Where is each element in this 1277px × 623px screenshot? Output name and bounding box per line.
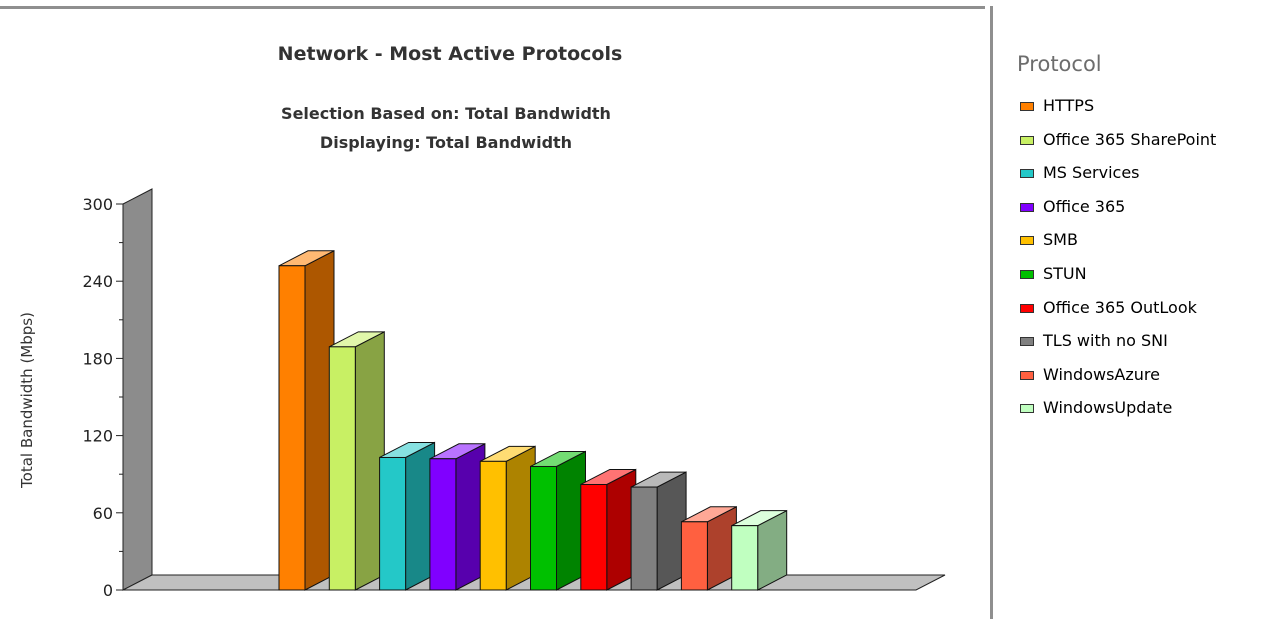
bar-0: [278, 249, 335, 591]
legend-swatch: [1020, 169, 1034, 179]
bar-front: [379, 456, 407, 591]
legend-label: Office 365 OutLook: [1043, 297, 1197, 317]
y-axis-label: Total Bandwidth (Mbps): [18, 312, 36, 489]
legend-label: SMB: [1043, 230, 1078, 250]
y-tick-label: 180: [82, 349, 113, 368]
legend-label: Office 365 SharePoint: [1043, 129, 1217, 149]
legend-label: Office 365: [1043, 196, 1126, 216]
y-tick-label: 300: [82, 195, 113, 214]
legend-swatch: [1020, 337, 1034, 347]
legend-title: Protocol: [1017, 52, 1102, 76]
bar-front: [328, 346, 356, 591]
y-tick-label: 60: [93, 504, 113, 523]
bar-front: [429, 458, 457, 591]
y-tick-label: 0: [103, 581, 113, 600]
legend-border: [990, 6, 993, 619]
legend-swatch: [1020, 370, 1034, 380]
y-tick-label: 120: [82, 427, 113, 446]
legend-label: MS Services: [1043, 163, 1140, 183]
bar-front: [630, 486, 658, 591]
chart-title: Network - Most Active Protocols: [278, 43, 623, 65]
bar-chart: Network - Most Active Protocols Selectio…: [18, 43, 946, 600]
legend-label: WindowsUpdate: [1043, 398, 1173, 418]
bar-1: [328, 330, 385, 591]
bar-9: [731, 509, 788, 591]
chart-panel: Network - Most Active Protocols Selectio…: [0, 6, 985, 600]
bar-7: [630, 471, 687, 591]
legend-swatch: [1020, 236, 1034, 246]
bar-front: [680, 521, 708, 591]
bar-2: [379, 441, 436, 591]
legend-swatch: [1020, 303, 1034, 313]
bar-6: [580, 468, 637, 591]
bar-8: [680, 505, 737, 591]
bar-front: [731, 525, 759, 591]
legend-panel: Protocol HTTPS Office 365 SharePoint MS Se…: [990, 0, 1277, 619]
legend-label: HTTPS: [1043, 96, 1095, 115]
bar-front: [530, 465, 557, 591]
chart-subtitle-line-2: Displaying: Total Bandwidth: [320, 133, 572, 152]
y-tick-label: 240: [82, 272, 113, 291]
bar-5: [530, 450, 586, 591]
legend-label: STUN: [1043, 263, 1087, 283]
chart-top-border: [0, 6, 985, 9]
chart-subtitle-line-1: Selection Based on: Total Bandwidth: [281, 104, 611, 123]
legend-swatch: [1020, 135, 1034, 145]
bar-front: [580, 483, 608, 591]
legend-label: TLS with no SNI: [1043, 331, 1168, 351]
bar-front: [479, 460, 507, 591]
legend-swatch: [1020, 202, 1034, 212]
bar-3: [429, 442, 486, 591]
back-wall: [122, 188, 153, 591]
legend-swatch: [1020, 102, 1034, 111]
bar-front: [278, 265, 306, 591]
legend-swatch: [1020, 404, 1034, 414]
legend-swatch: [1020, 269, 1034, 279]
legend-label: WindowsAzure: [1043, 364, 1160, 384]
bar-4: [479, 445, 536, 591]
bars-layer: [278, 249, 788, 591]
